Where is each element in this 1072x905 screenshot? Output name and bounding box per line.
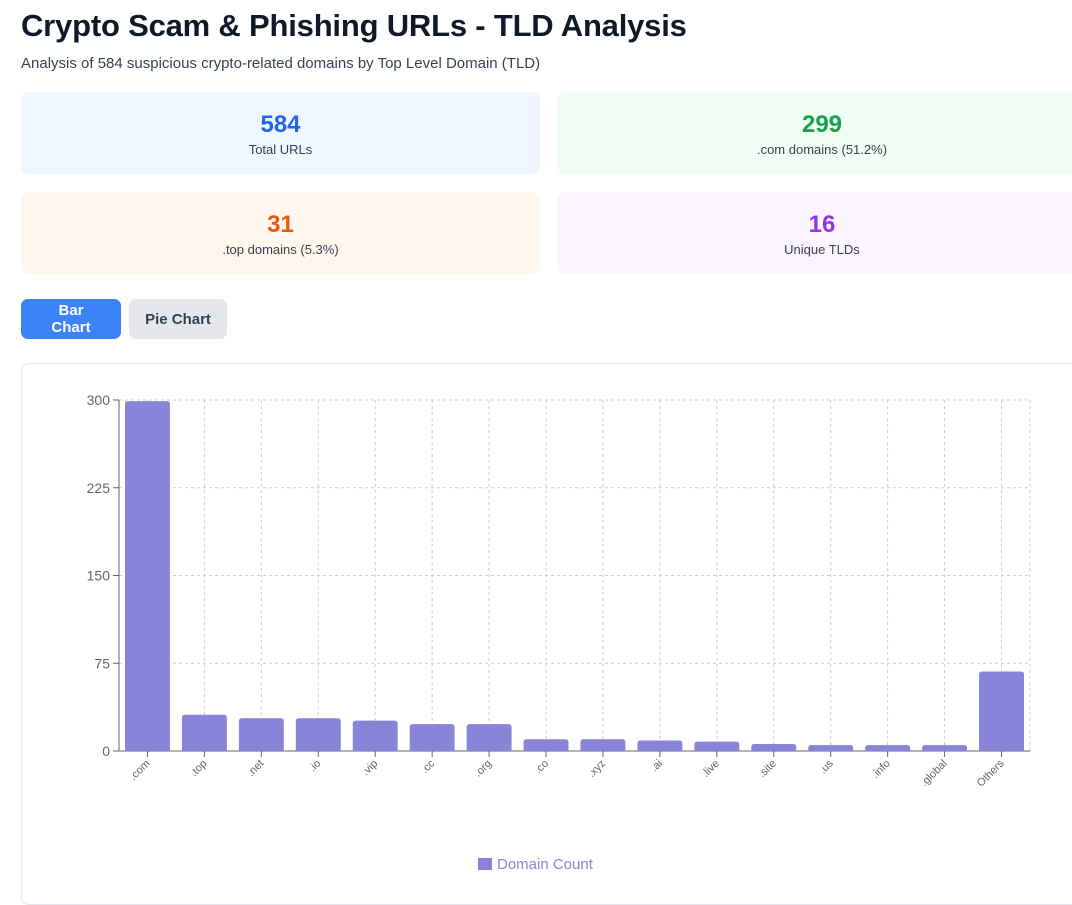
x-tick-label: Others (975, 757, 1007, 789)
bar (238, 718, 284, 751)
stat-card-top-domains: 31 .top domains (5.3%) (21, 192, 540, 274)
bar (922, 745, 968, 751)
x-tick-label: .net (245, 758, 266, 779)
legend-swatch (478, 858, 492, 870)
bar (295, 718, 341, 751)
x-tick-label: .io (307, 758, 324, 775)
bar (466, 724, 512, 751)
x-tick-label: .cc (419, 757, 438, 776)
y-tick-label: 225 (87, 480, 111, 496)
bar (181, 714, 227, 751)
x-tick-label: .info (870, 758, 893, 781)
bar (694, 741, 740, 751)
bar (352, 720, 398, 751)
bar (751, 743, 797, 751)
stat-label: .com domains (51.2%) (756, 142, 888, 157)
y-tick-label: 75 (94, 655, 110, 671)
x-tick-label: .top (188, 758, 209, 779)
stat-card-com-domains: 299 .com domains (51.2%) (557, 92, 1072, 174)
stat-card-total-urls: 584 Total URLs (21, 92, 540, 174)
x-tick-label: .co (532, 758, 551, 777)
bar (125, 401, 170, 751)
bar (808, 745, 854, 751)
x-tick-label: .com (127, 758, 152, 783)
bar (580, 739, 626, 751)
page-subtitle: Analysis of 584 suspicious crypto-relate… (21, 55, 541, 72)
x-tick-label: .vip (360, 758, 381, 779)
stat-value: 299 (801, 111, 843, 138)
x-tick-label: .ai (648, 758, 665, 775)
bar-chart-button[interactable]: Bar Chart (21, 299, 121, 339)
bar (637, 740, 683, 751)
bar (979, 671, 1024, 751)
bar (523, 739, 569, 751)
stat-label: .top domains (5.3%) (222, 242, 339, 257)
bar (409, 724, 455, 751)
legend-label: Domain Count (497, 856, 594, 873)
stat-label: Total URLs (248, 142, 313, 157)
y-tick-label: 0 (102, 743, 110, 759)
stat-card-unique-tlds: 16 Unique TLDs (557, 192, 1072, 274)
x-tick-label: .live (700, 758, 722, 780)
bar (865, 745, 911, 751)
page-title: Crypto Scam & Phishing URLs - TLD Analys… (21, 8, 687, 43)
stat-value: 16 (808, 211, 836, 238)
y-tick-label: 150 (87, 568, 111, 584)
page: Crypto Scam & Phishing URLs - TLD Analys… (21, 8, 1072, 905)
x-tick-label: .site (756, 758, 779, 781)
bar-chart: 0 75 150 225 300 .com .top .net .io .vip .cc .org .c… (87, 392, 1031, 873)
x-tick-label: .org (472, 758, 494, 780)
x-tick-label: .us (817, 757, 836, 776)
y-tick-label: 300 (87, 392, 111, 408)
stat-label: Unique TLDs (784, 242, 860, 257)
stat-value: 584 (260, 111, 301, 138)
x-tick-label: .xyz (586, 758, 608, 780)
stat-value: 31 (267, 211, 294, 238)
pie-chart-button[interactable]: Pie Chart (129, 299, 227, 339)
x-tick-label: .global (918, 758, 949, 789)
